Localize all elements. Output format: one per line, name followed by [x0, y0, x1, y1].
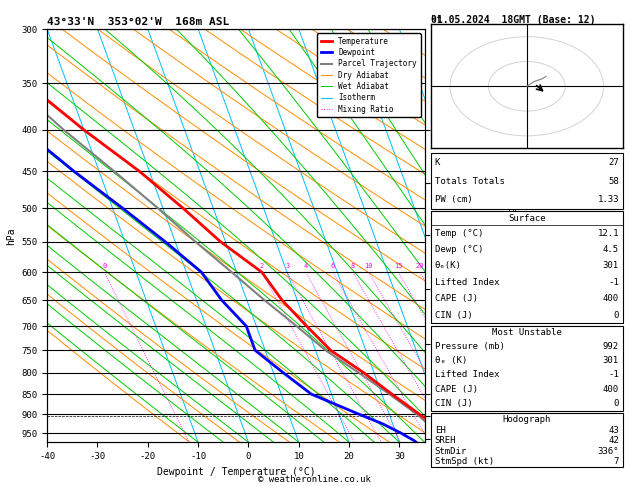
Text: 15: 15 [394, 263, 403, 269]
Text: θₑ (K): θₑ (K) [435, 356, 467, 365]
Text: 992: 992 [603, 342, 619, 351]
Text: EH: EH [435, 426, 445, 435]
Text: CAPE (J): CAPE (J) [435, 385, 477, 394]
Text: 400: 400 [603, 294, 619, 303]
Text: 301: 301 [603, 261, 619, 270]
Text: 8: 8 [350, 263, 355, 269]
Text: PW (cm): PW (cm) [435, 195, 472, 204]
Text: 7: 7 [613, 457, 619, 466]
Text: 6: 6 [331, 263, 335, 269]
Text: Dewp (°C): Dewp (°C) [435, 245, 483, 254]
Text: 0: 0 [613, 399, 619, 408]
Text: kt: kt [431, 15, 442, 23]
Text: 0: 0 [613, 311, 619, 319]
Text: 1.33: 1.33 [598, 195, 619, 204]
Legend: Temperature, Dewpoint, Parcel Trajectory, Dry Adiabat, Wet Adiabat, Isotherm, Mi: Temperature, Dewpoint, Parcel Trajectory… [317, 33, 421, 117]
Text: 4: 4 [304, 263, 308, 269]
Y-axis label: km
ASL: km ASL [458, 226, 474, 245]
Text: 3: 3 [285, 263, 289, 269]
Text: K: K [435, 158, 440, 167]
Text: 27: 27 [608, 158, 619, 167]
Text: 2: 2 [260, 263, 264, 269]
Text: Mixing Ratio (g/kg): Mixing Ratio (g/kg) [508, 185, 516, 287]
X-axis label: Dewpoint / Temperature (°C): Dewpoint / Temperature (°C) [157, 467, 315, 477]
Text: 43°33'N  353°02'W  168m ASL: 43°33'N 353°02'W 168m ASL [47, 17, 230, 27]
Text: Temp (°C): Temp (°C) [435, 229, 483, 238]
Text: CIN (J): CIN (J) [435, 399, 472, 408]
Y-axis label: hPa: hPa [6, 227, 16, 244]
Text: Lifted Index: Lifted Index [435, 278, 499, 287]
Text: 58: 58 [608, 176, 619, 186]
Text: 12.1: 12.1 [598, 229, 619, 238]
Text: Pressure (mb): Pressure (mb) [435, 342, 504, 351]
Text: StmSpd (kt): StmSpd (kt) [435, 457, 494, 466]
Text: Hodograph: Hodograph [503, 415, 551, 424]
Text: 10: 10 [364, 263, 373, 269]
Text: 4.5: 4.5 [603, 245, 619, 254]
Text: 42: 42 [608, 436, 619, 445]
Text: CIN (J): CIN (J) [435, 311, 472, 319]
Text: SREH: SREH [435, 436, 456, 445]
Text: -1: -1 [608, 370, 619, 380]
Text: © weatheronline.co.uk: © weatheronline.co.uk [258, 474, 371, 484]
Text: StmDir: StmDir [435, 447, 467, 455]
Text: 400: 400 [603, 385, 619, 394]
Text: 336°: 336° [598, 447, 619, 455]
Text: 20: 20 [416, 263, 424, 269]
Text: 301: 301 [603, 356, 619, 365]
Text: θₑ(K): θₑ(K) [435, 261, 462, 270]
Text: CAPE (J): CAPE (J) [435, 294, 477, 303]
Text: 01.05.2024  18GMT (Base: 12): 01.05.2024 18GMT (Base: 12) [431, 15, 596, 25]
Text: Most Unstable: Most Unstable [492, 328, 562, 337]
Text: Totals Totals: Totals Totals [435, 176, 504, 186]
Text: 0: 0 [102, 263, 106, 269]
Text: 43: 43 [608, 426, 619, 435]
Text: Surface: Surface [508, 214, 545, 223]
Text: Lifted Index: Lifted Index [435, 370, 499, 380]
Text: -1: -1 [608, 278, 619, 287]
